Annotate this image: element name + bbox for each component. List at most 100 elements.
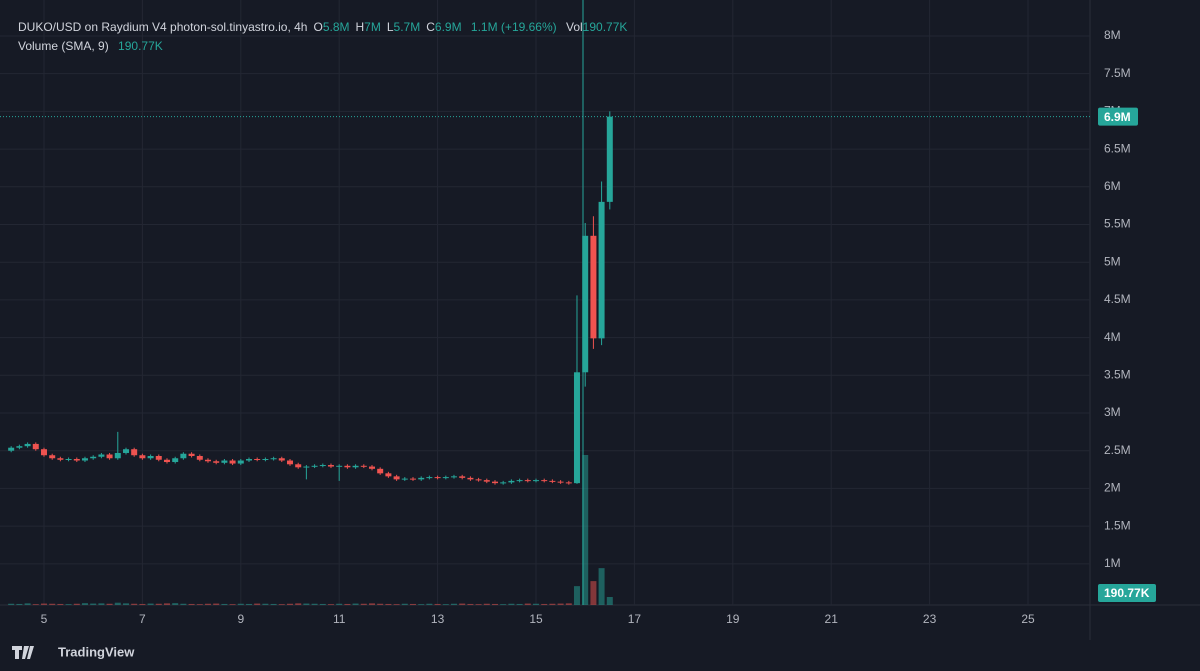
axes: 1M1.5M2M2.5M3M3.5M4M4.5M5M5.5M6M6.5M7M7.…: [41, 28, 1156, 626]
candle-body: [57, 458, 64, 460]
x-tick-label: 13: [431, 612, 445, 626]
candle-body: [147, 455, 154, 459]
candle-body: [475, 479, 482, 481]
volume-bar: [311, 603, 318, 605]
candle-body: [155, 455, 162, 460]
last-volume-label: 190.77K: [1104, 586, 1150, 600]
volume-bar: [98, 603, 105, 605]
candle-body: [492, 481, 499, 484]
candle-body: [352, 465, 359, 468]
volume-bar: [213, 603, 220, 605]
candle-body: [524, 480, 531, 482]
volume-bar: [352, 603, 359, 605]
candle-body: [541, 480, 548, 482]
volume-bar: [303, 603, 310, 605]
volume-bar: [65, 604, 72, 605]
grid: [0, 0, 1090, 605]
candle-body: [360, 465, 367, 467]
candle-body: [573, 372, 580, 484]
candle-body: [327, 465, 334, 467]
candle-body: [139, 455, 146, 459]
volume-bar: [516, 603, 523, 605]
x-tick-label: 7: [139, 612, 146, 626]
y-tick-label: 1M: [1104, 556, 1121, 570]
candle-body: [16, 446, 23, 448]
y-tick-label: 7.5M: [1104, 66, 1131, 80]
vol-key: Vol: [565, 20, 583, 34]
volume-bar: [188, 603, 195, 605]
x-tick-label: 23: [923, 612, 937, 626]
volume-bar: [590, 581, 597, 605]
volume-bar: [565, 603, 572, 605]
volume-bar: [573, 586, 580, 605]
volume-bar: [81, 603, 88, 605]
candle-body: [401, 478, 408, 480]
x-tick-label: 15: [529, 612, 543, 626]
candle-body: [229, 460, 236, 464]
candle-body: [123, 449, 130, 453]
vol-value: 190.77K: [582, 20, 628, 34]
candle-body: [582, 235, 589, 373]
candle-body: [311, 465, 318, 467]
volume-bar: [557, 603, 564, 605]
volume-bar: [483, 603, 490, 605]
last-price-box: [1098, 107, 1138, 126]
candle-body: [8, 447, 15, 451]
volume-bar: [344, 603, 351, 605]
volume-bar: [295, 603, 302, 605]
candle-body: [180, 453, 187, 459]
y-tick-label: 3.5M: [1104, 367, 1131, 381]
volume-bar: [360, 603, 367, 605]
candle-body: [246, 459, 253, 461]
candle-body: [188, 453, 195, 456]
volume-bar: [286, 603, 293, 605]
volume-bar: [262, 603, 269, 605]
candle-body: [500, 482, 507, 484]
last-price-label: 6.9M: [1104, 110, 1131, 124]
candle-body: [565, 482, 572, 484]
volume-bar: [418, 604, 425, 605]
ohlc-legend: O5.8M H7M L5.7M C6.9M: [307, 20, 461, 34]
x-tick-label: 5: [41, 612, 48, 626]
volume-bar: [336, 603, 343, 605]
candle-body: [254, 459, 261, 461]
volume-bar: [369, 603, 376, 605]
volume-bar: [385, 603, 392, 605]
volume-bar: [426, 603, 433, 605]
candle-body: [369, 466, 376, 469]
ohlc-value: 5.7M: [393, 20, 421, 34]
candle-body: [483, 480, 490, 482]
y-tick-label: 3M: [1104, 405, 1121, 419]
x-tick-label: 21: [825, 612, 839, 626]
y-tick-label: 4.5M: [1104, 292, 1131, 306]
volume-bar: [163, 603, 170, 605]
y-tick-label: 2.5M: [1104, 443, 1131, 457]
candle-body: [221, 460, 228, 463]
volume-bar: [131, 603, 138, 605]
candle-body: [418, 477, 425, 480]
candle-body: [24, 443, 31, 447]
volume-bar: [73, 603, 80, 605]
candle-body: [450, 476, 457, 478]
candle-body: [73, 459, 80, 461]
candle-body: [106, 454, 113, 459]
volume-bar: [582, 455, 589, 605]
candle-body: [114, 452, 121, 459]
volume-bar: [155, 603, 162, 605]
y-tick-label: 6M: [1104, 179, 1121, 193]
y-tick-label: 6.5M: [1104, 141, 1131, 155]
volume-bar: [508, 603, 515, 605]
volume-bar: [319, 603, 326, 605]
candle-body: [532, 480, 539, 482]
candle-body: [590, 235, 597, 339]
candle-body: [549, 480, 556, 482]
volume-bar: [221, 603, 228, 605]
volume-value: 190.77K: [118, 39, 163, 53]
volume-bar: [229, 604, 236, 605]
y-tick-label: 4M: [1104, 330, 1121, 344]
ohlc-value: 5.8M: [322, 20, 350, 34]
volume-bar: [377, 603, 384, 605]
volume-bar: [254, 603, 261, 605]
volume-bar: [8, 603, 15, 605]
volume-bar: [524, 603, 531, 605]
